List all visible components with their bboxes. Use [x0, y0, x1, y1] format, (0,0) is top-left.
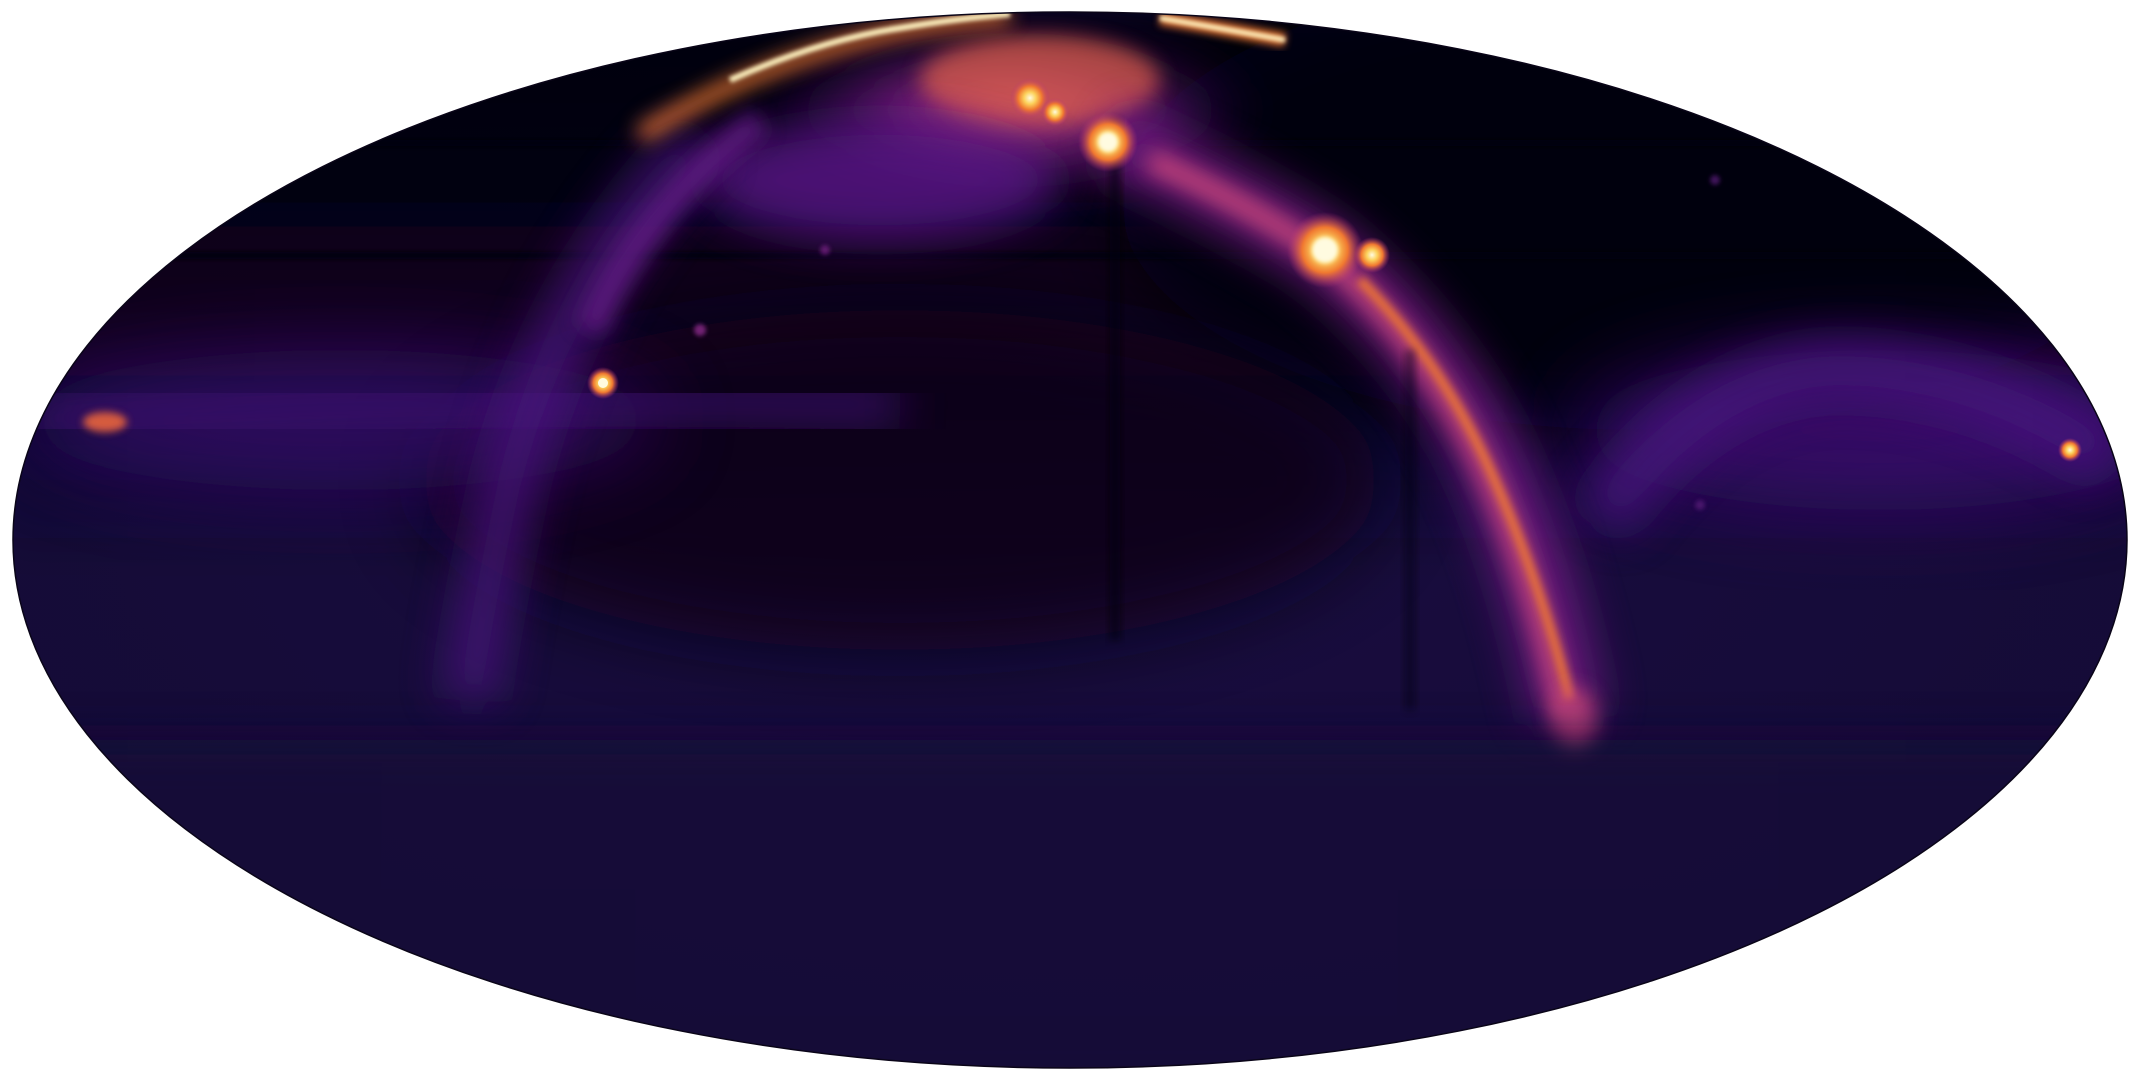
- hot-spot-far-left: [83, 412, 127, 432]
- cap-spread-left: [700, 120, 1060, 240]
- top-edge-arc-left-core: [728, 12, 1011, 83]
- hot-spot-arc-secondary: [1354, 237, 1390, 273]
- hot-spot-left-arc-core: [598, 378, 608, 388]
- lower-uniform-region: [13, 740, 2127, 1068]
- faint-arc-left-upper: [576, 108, 770, 336]
- arc-emission-right: [1575, 339, 2127, 538]
- point-source-1: [694, 324, 706, 336]
- top-edge-arc-right-core: [1159, 15, 1286, 43]
- hot-spot-far-right: [2058, 438, 2082, 462]
- main-arc-body: [1145, 149, 1576, 723]
- point-source-3: [1710, 175, 1720, 185]
- dark-band-middle: [13, 252, 2127, 259]
- hot-spot-central-core: [1098, 132, 1118, 152]
- main-arc-core: [1356, 276, 1575, 702]
- dark-stripe-vertical-1: [1110, 120, 1120, 640]
- point-source-4: [1695, 500, 1705, 510]
- band-emission-left: [28, 377, 901, 445]
- faint-arc-left: [442, 120, 720, 704]
- hot-spot-arc-core: [1312, 237, 1338, 263]
- map-boundary: [12, 11, 2128, 1069]
- polar-cap-core: [920, 35, 1160, 125]
- hot-spot-cap-1: [1010, 78, 1050, 118]
- dark-stripe-vertical-2: [1405, 350, 1415, 710]
- point-source-2: [820, 245, 830, 255]
- main-arc-end: [1553, 688, 1597, 752]
- hot-spot-cap-2: [1041, 98, 1069, 126]
